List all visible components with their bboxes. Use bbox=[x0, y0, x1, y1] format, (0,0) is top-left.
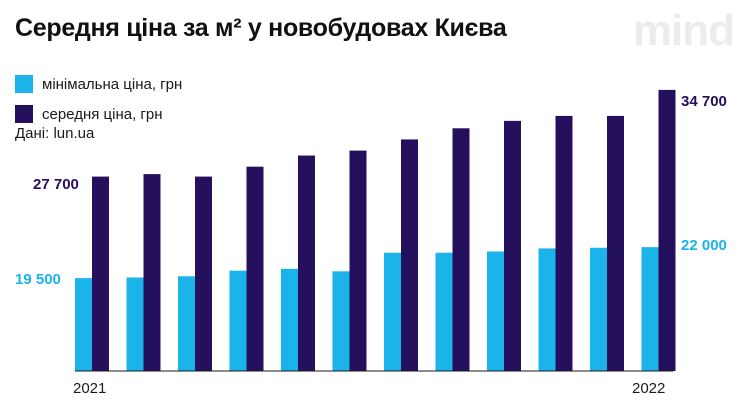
bar-avg-1 bbox=[92, 176, 109, 371]
min-end-value-label: 22 000 bbox=[681, 237, 727, 254]
legend-label-avg: середня ціна, грн bbox=[42, 105, 163, 123]
min-start-value-label: 19 500 bbox=[15, 271, 61, 288]
bar-avg-10 bbox=[555, 115, 573, 371]
data-source: Дані: lun.ua bbox=[15, 125, 95, 142]
avg-end-value-label: 34 700 bbox=[681, 93, 727, 110]
bar-avg-6 bbox=[349, 150, 367, 371]
chart-title: Середня ціна за м² у новобудовах Києва bbox=[15, 14, 507, 42]
bar-min-5 bbox=[281, 268, 298, 371]
brand-logo: mind bbox=[632, 6, 735, 55]
bar-min-9 bbox=[487, 251, 504, 371]
bar-avg-7 bbox=[401, 139, 418, 371]
bar-avg-9 bbox=[504, 120, 521, 371]
legend: мінімальна ціна, грн середня ціна, грн bbox=[15, 72, 182, 132]
bar-avg-5 bbox=[298, 155, 315, 371]
bars-group bbox=[75, 89, 676, 372]
bar-avg-8 bbox=[452, 128, 470, 371]
bar-avg-2 bbox=[143, 174, 161, 371]
legend-label-min: мінімальна ціна, грн bbox=[42, 75, 183, 93]
bar-min-10 bbox=[538, 248, 556, 371]
legend-item-avg: середня ціна, грн bbox=[15, 102, 182, 126]
bar-min-7 bbox=[384, 252, 401, 371]
bar-min-6 bbox=[332, 271, 350, 371]
legend-swatch-min bbox=[15, 75, 33, 93]
bar-min-12 bbox=[641, 247, 659, 371]
bar-avg-12 bbox=[658, 89, 676, 372]
x-tick-label-start: 2021 bbox=[73, 380, 106, 397]
bar-min-4 bbox=[229, 270, 247, 371]
bar-min-8 bbox=[435, 252, 453, 371]
bar-min-3 bbox=[178, 276, 195, 371]
bar-avg-4 bbox=[246, 166, 264, 371]
legend-swatch-avg bbox=[15, 105, 33, 123]
x-tick-label-end: 2022 bbox=[632, 380, 665, 397]
bar-avg-11 bbox=[607, 115, 624, 371]
bar-min-2 bbox=[126, 277, 144, 371]
bar-avg-3 bbox=[195, 176, 212, 371]
bar-min-11 bbox=[590, 247, 607, 371]
avg-start-value-label: 27 700 bbox=[33, 176, 79, 193]
bar-min-1 bbox=[75, 278, 92, 371]
legend-item-min: мінімальна ціна, грн bbox=[15, 72, 182, 96]
